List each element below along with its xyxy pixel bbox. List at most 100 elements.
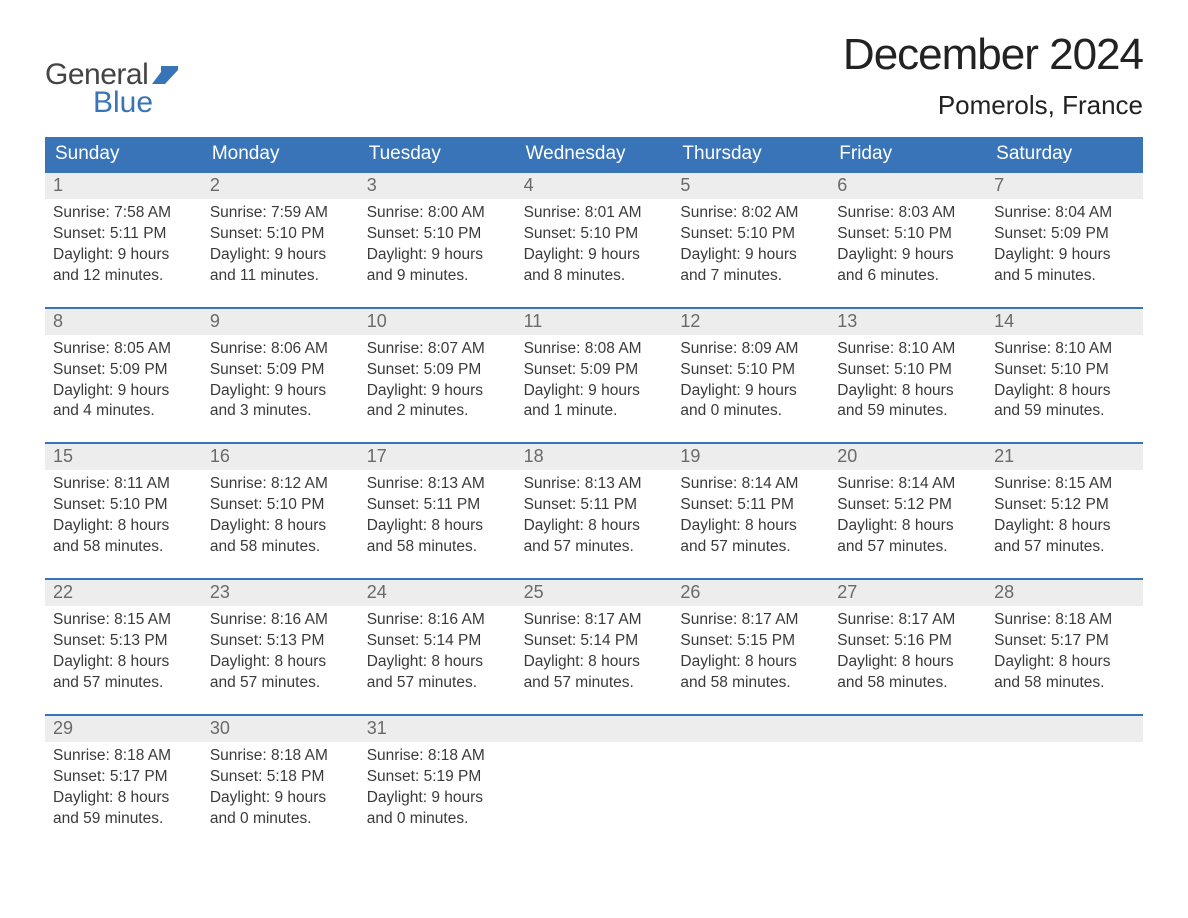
sunrise-text: Sunrise: 8:02 AM — [680, 203, 821, 224]
day-cell: Sunrise: 8:02 AMSunset: 5:10 PMDaylight:… — [672, 199, 829, 287]
sunset-text: Sunset: 5:10 PM — [837, 360, 978, 381]
sunrise-text: Sunrise: 8:11 AM — [53, 474, 194, 495]
day-cell: Sunrise: 8:18 AMSunset: 5:19 PMDaylight:… — [359, 742, 516, 830]
daylight-text: Daylight: 8 hours — [994, 652, 1135, 673]
sunrise-text: Sunrise: 8:17 AM — [837, 610, 978, 631]
sunrise-text: Sunrise: 8:01 AM — [524, 203, 665, 224]
day-cell: Sunrise: 8:17 AMSunset: 5:15 PMDaylight:… — [672, 606, 829, 694]
day-cell — [986, 742, 1143, 830]
day-cell: Sunrise: 8:16 AMSunset: 5:13 PMDaylight:… — [202, 606, 359, 694]
daynum-row: 293031 — [45, 716, 1143, 742]
day-cell — [516, 742, 673, 830]
day-number: 20 — [829, 444, 986, 470]
day-number: 14 — [986, 309, 1143, 335]
day-number: 15 — [45, 444, 202, 470]
calendar-week: 293031Sunrise: 8:18 AMSunset: 5:17 PMDay… — [45, 714, 1143, 830]
dow-sunday: Sunday — [45, 137, 202, 171]
sunrise-text: Sunrise: 8:14 AM — [837, 474, 978, 495]
sunrise-text: Sunrise: 8:18 AM — [210, 746, 351, 767]
sunset-text: Sunset: 5:19 PM — [367, 767, 508, 788]
daylight-text: and 59 minutes. — [994, 401, 1135, 422]
day-number: 29 — [45, 716, 202, 742]
day-number: 30 — [202, 716, 359, 742]
daylight-text: and 57 minutes. — [210, 673, 351, 694]
daylight-text: and 4 minutes. — [53, 401, 194, 422]
day-number: 19 — [672, 444, 829, 470]
daylight-text: Daylight: 8 hours — [994, 516, 1135, 537]
daylight-text: Daylight: 9 hours — [210, 245, 351, 266]
daylight-text: Daylight: 8 hours — [837, 381, 978, 402]
daylight-text: and 1 minute. — [524, 401, 665, 422]
day-cell: Sunrise: 8:06 AMSunset: 5:09 PMDaylight:… — [202, 335, 359, 423]
sunset-text: Sunset: 5:10 PM — [524, 224, 665, 245]
day-number: 3 — [359, 173, 516, 199]
day-cell: Sunrise: 8:13 AMSunset: 5:11 PMDaylight:… — [359, 470, 516, 558]
day-number: 18 — [516, 444, 673, 470]
logo-text-2: Blue — [93, 86, 178, 120]
day-number — [829, 716, 986, 742]
day-cell: Sunrise: 8:05 AMSunset: 5:09 PMDaylight:… — [45, 335, 202, 423]
daynum-row: 1234567 — [45, 173, 1143, 199]
daylight-text: and 0 minutes. — [680, 401, 821, 422]
sunrise-text: Sunrise: 8:08 AM — [524, 339, 665, 360]
daylight-text: Daylight: 9 hours — [680, 381, 821, 402]
page-title: December 2024 — [843, 30, 1143, 80]
dow-friday: Friday — [829, 137, 986, 171]
daylight-text: and 57 minutes. — [367, 673, 508, 694]
day-cell: Sunrise: 8:14 AMSunset: 5:12 PMDaylight:… — [829, 470, 986, 558]
daylight-text: and 59 minutes. — [837, 401, 978, 422]
dow-tuesday: Tuesday — [359, 137, 516, 171]
sunset-text: Sunset: 5:15 PM — [680, 631, 821, 652]
day-cell: Sunrise: 8:18 AMSunset: 5:18 PMDaylight:… — [202, 742, 359, 830]
day-number: 4 — [516, 173, 673, 199]
daylight-text: and 59 minutes. — [53, 809, 194, 830]
day-number: 31 — [359, 716, 516, 742]
daylight-text: Daylight: 8 hours — [53, 516, 194, 537]
day-number: 1 — [45, 173, 202, 199]
daylight-text: and 58 minutes. — [994, 673, 1135, 694]
day-cell: Sunrise: 8:18 AMSunset: 5:17 PMDaylight:… — [986, 606, 1143, 694]
sunrise-text: Sunrise: 8:17 AM — [524, 610, 665, 631]
sunset-text: Sunset: 5:10 PM — [680, 224, 821, 245]
day-cell: Sunrise: 8:15 AMSunset: 5:12 PMDaylight:… — [986, 470, 1143, 558]
sunset-text: Sunset: 5:09 PM — [210, 360, 351, 381]
sunrise-text: Sunrise: 8:18 AM — [53, 746, 194, 767]
daylight-text: and 58 minutes. — [53, 537, 194, 558]
daylight-text: Daylight: 9 hours — [524, 245, 665, 266]
day-cell — [829, 742, 986, 830]
daylight-text: Daylight: 9 hours — [53, 381, 194, 402]
calendar-week: 1234567Sunrise: 7:58 AMSunset: 5:11 PMDa… — [45, 171, 1143, 287]
day-number: 2 — [202, 173, 359, 199]
day-cell: Sunrise: 7:58 AMSunset: 5:11 PMDaylight:… — [45, 199, 202, 287]
daylight-text: and 57 minutes. — [524, 673, 665, 694]
day-cell: Sunrise: 8:17 AMSunset: 5:16 PMDaylight:… — [829, 606, 986, 694]
sunset-text: Sunset: 5:09 PM — [53, 360, 194, 381]
sunset-text: Sunset: 5:14 PM — [367, 631, 508, 652]
sunset-text: Sunset: 5:09 PM — [367, 360, 508, 381]
day-number: 22 — [45, 580, 202, 606]
daylight-text: Daylight: 8 hours — [53, 788, 194, 809]
day-number: 23 — [202, 580, 359, 606]
daylight-text: and 58 minutes. — [680, 673, 821, 694]
day-number: 13 — [829, 309, 986, 335]
sunset-text: Sunset: 5:10 PM — [367, 224, 508, 245]
daylight-text: and 57 minutes. — [994, 537, 1135, 558]
sunset-text: Sunset: 5:10 PM — [994, 360, 1135, 381]
sunrise-text: Sunrise: 7:58 AM — [53, 203, 194, 224]
daylight-text: Daylight: 8 hours — [367, 516, 508, 537]
day-number: 11 — [516, 309, 673, 335]
day-cell: Sunrise: 8:14 AMSunset: 5:11 PMDaylight:… — [672, 470, 829, 558]
sunrise-text: Sunrise: 8:17 AM — [680, 610, 821, 631]
daylight-text: and 58 minutes. — [367, 537, 508, 558]
day-cell: Sunrise: 8:09 AMSunset: 5:10 PMDaylight:… — [672, 335, 829, 423]
daylight-text: Daylight: 9 hours — [210, 788, 351, 809]
daylight-text: Daylight: 8 hours — [837, 652, 978, 673]
daylight-text: and 57 minutes. — [524, 537, 665, 558]
daylight-text: and 57 minutes. — [53, 673, 194, 694]
day-cell: Sunrise: 8:03 AMSunset: 5:10 PMDaylight:… — [829, 199, 986, 287]
daylight-text: Daylight: 8 hours — [994, 381, 1135, 402]
day-cell: Sunrise: 8:04 AMSunset: 5:09 PMDaylight:… — [986, 199, 1143, 287]
day-cell: Sunrise: 8:08 AMSunset: 5:09 PMDaylight:… — [516, 335, 673, 423]
daylight-text: Daylight: 9 hours — [210, 381, 351, 402]
daylight-text: Daylight: 8 hours — [210, 652, 351, 673]
